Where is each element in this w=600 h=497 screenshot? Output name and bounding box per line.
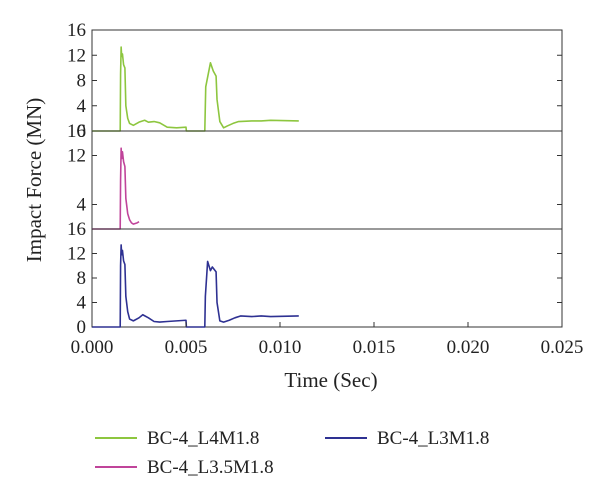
x-tick-label: 0.025 [541, 337, 584, 358]
panel-frame [91, 29, 563, 132]
y-tick-label: 12 [67, 244, 86, 265]
x-tick-label: 0.010 [259, 337, 302, 358]
x-tick-label: 0.015 [353, 337, 396, 358]
x-tick-label: 0.005 [165, 337, 208, 358]
legend-label: BC-4_L4M1.8 [147, 428, 259, 449]
y-tick-label: 4 [77, 195, 87, 216]
y-tick-label: 8 [77, 71, 87, 92]
y-tick-label: 16 [67, 121, 86, 142]
x-axis: 0.000 0.005 0.010 0.015 0.020 0.025 [71, 322, 584, 358]
legend-item: BC-4_L3M1.8 [325, 428, 489, 449]
y-tick-label: 12 [67, 45, 86, 66]
y-axis-title: Impact Force (MN) [22, 98, 46, 262]
chart-panel-2: 16 12 4 [67, 121, 563, 230]
y-tick-label: 0 [77, 121, 87, 142]
y-tick-label: 4 [77, 96, 87, 117]
panel-frame [91, 228, 563, 328]
x-tick-label: 0.020 [447, 337, 490, 358]
y-tick-label: 4 [77, 293, 87, 314]
chart-legend: BC-4_L4M1.8 BC-4_L3M1.8 BC-4_L3.5M1.8 [95, 428, 489, 478]
legend-label: BC-4_L3.5M1.8 [147, 457, 274, 478]
y-tick-label: 8 [77, 268, 87, 289]
chart-panel-1: 16 12 8 4 0 [67, 20, 563, 142]
y-tick-label: 16 [67, 20, 86, 41]
legend-item: BC-4_L3.5M1.8 [95, 457, 274, 478]
series-line-BC-4_L3M1.8 [92, 244, 299, 328]
series-line-BC-4_L3.5M1.8 [92, 147, 140, 230]
panel-frame [91, 130, 563, 230]
series-line-BC-4_L4M1.8 [92, 46, 299, 132]
legend-item: BC-4_L4M1.8 [95, 428, 259, 449]
y-tick-label: 12 [67, 146, 86, 167]
x-axis-title: Time (Sec) [284, 368, 377, 392]
x-tick-label: 0.000 [71, 337, 114, 358]
chart-panel-3: 16 12 8 4 0 [67, 219, 563, 338]
y-tick-label: 16 [67, 219, 86, 240]
y-tick-label: 0 [77, 317, 87, 338]
legend-label: BC-4_L3M1.8 [377, 428, 489, 449]
